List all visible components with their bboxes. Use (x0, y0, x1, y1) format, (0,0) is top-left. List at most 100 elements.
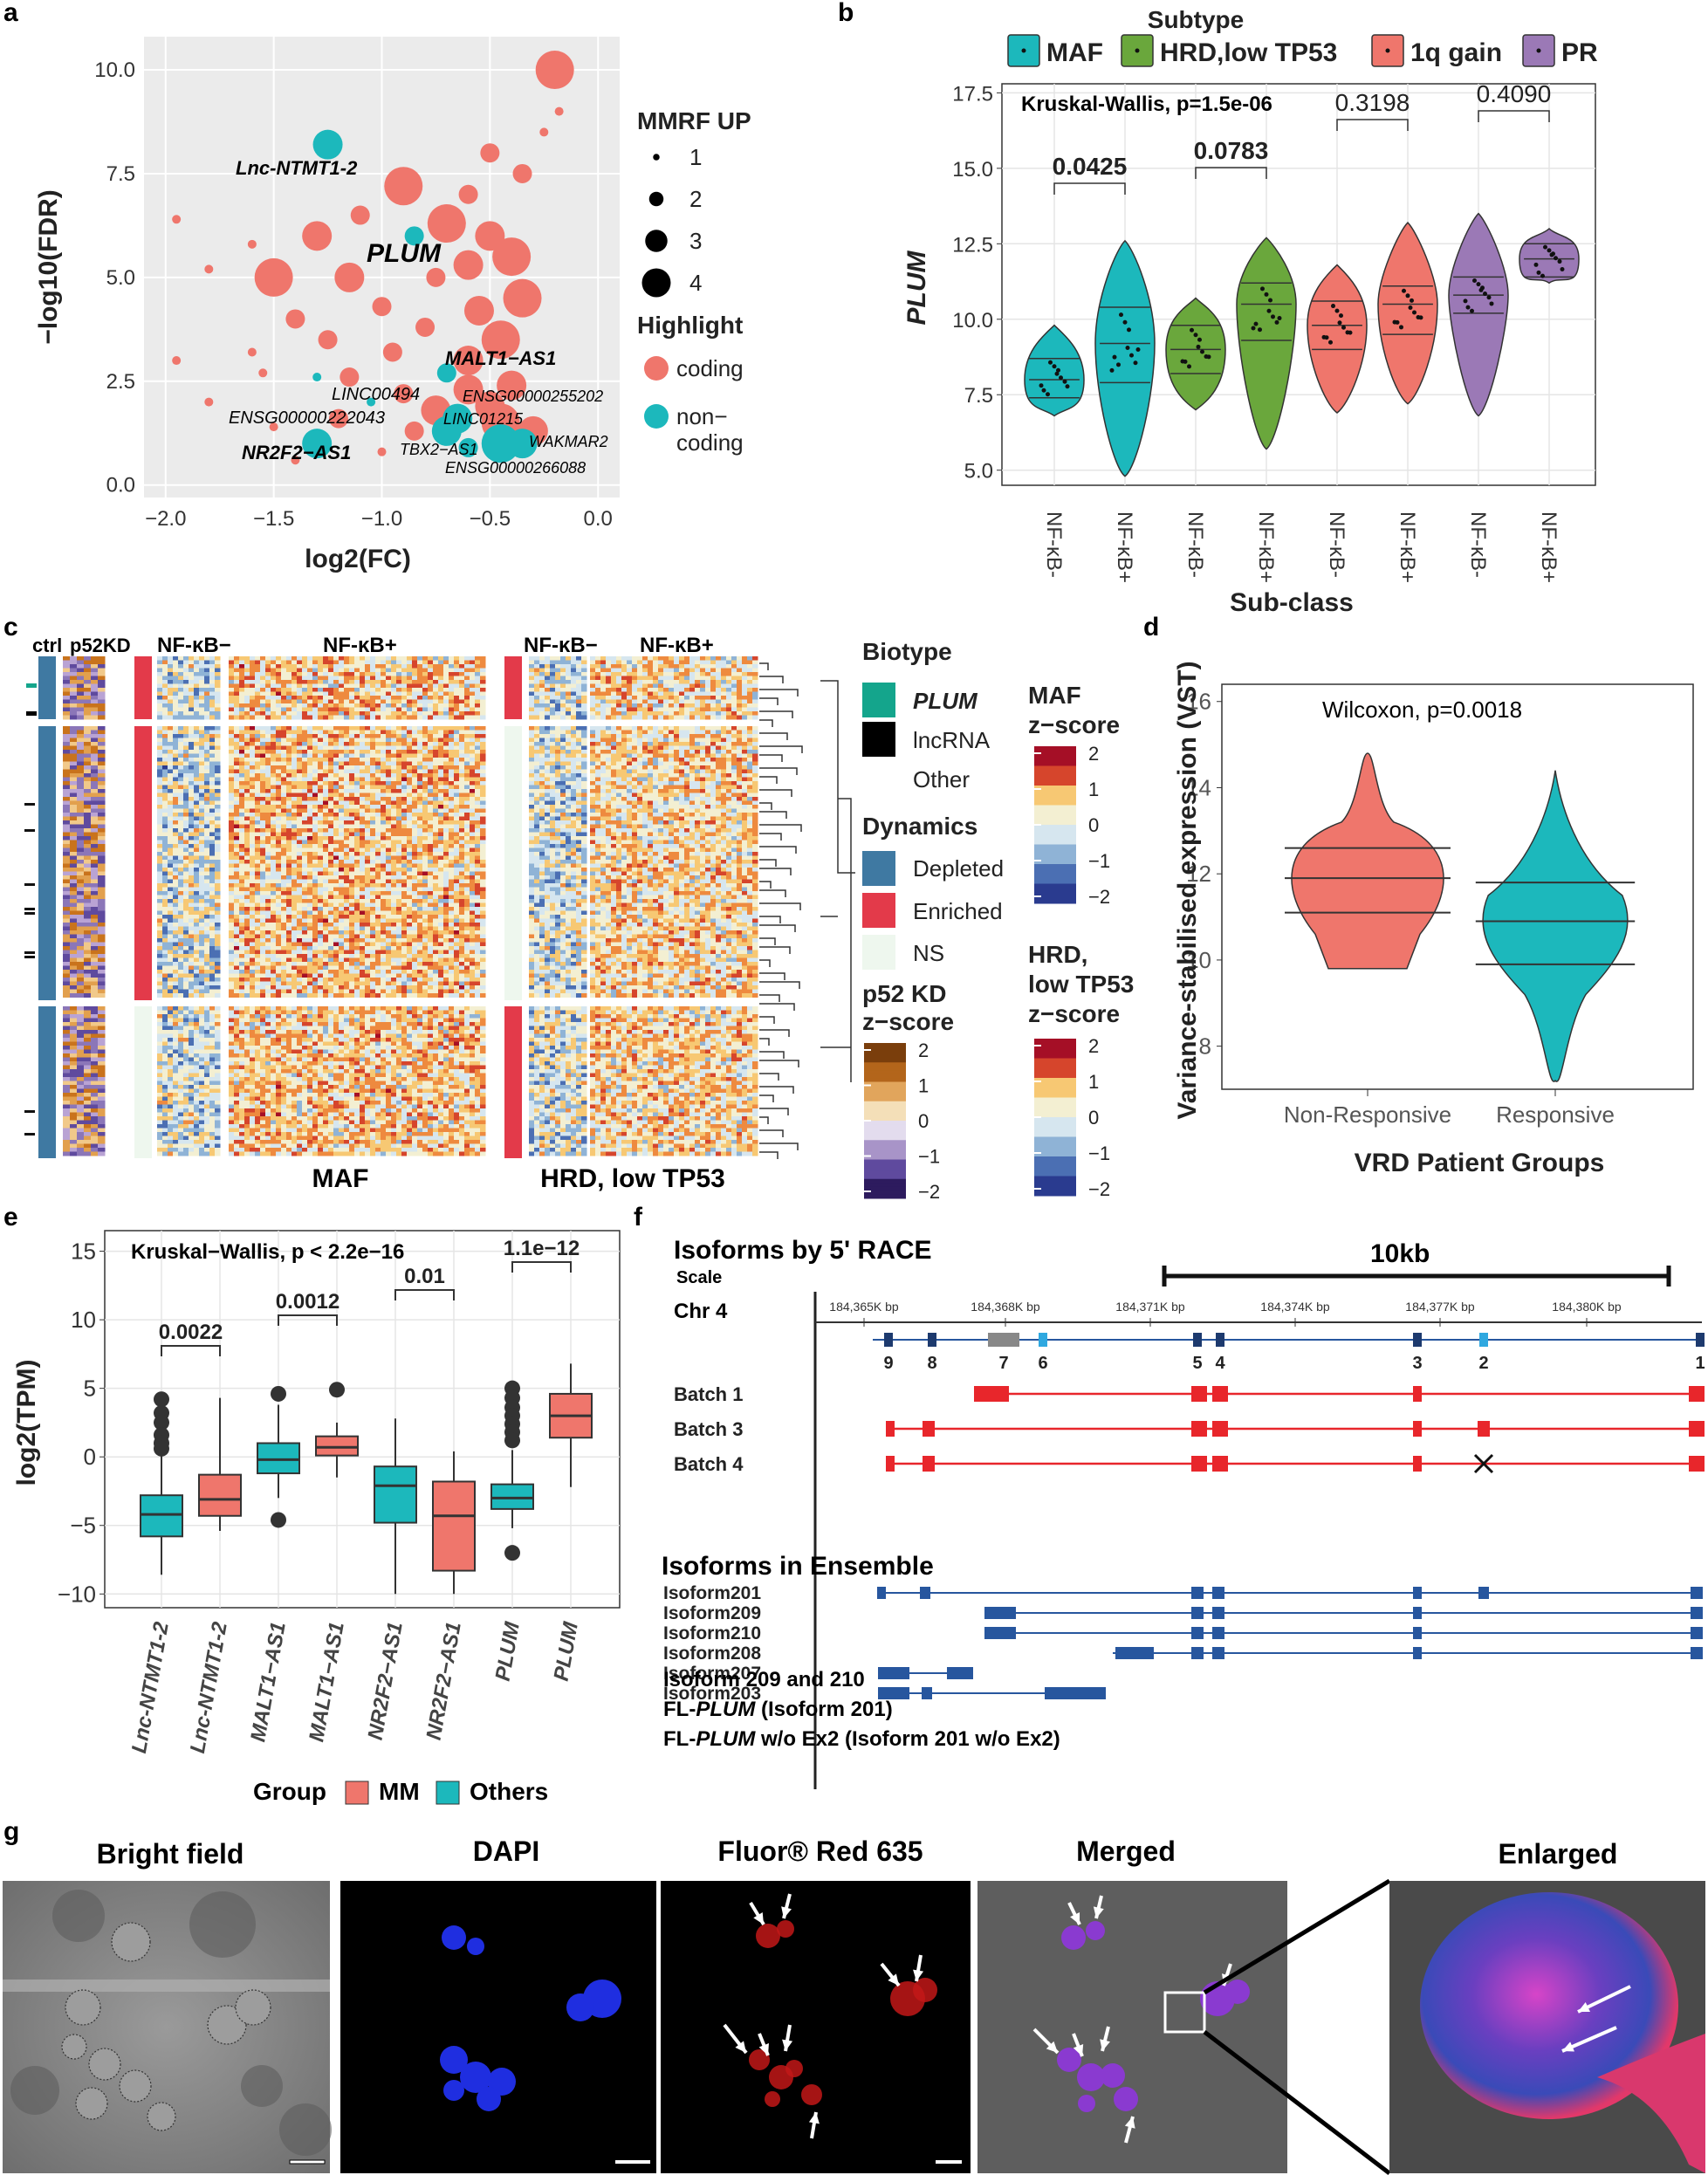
heatmap-cell (669, 656, 675, 661)
heatmap-cell (391, 753, 397, 758)
heatmap-cell (204, 950, 210, 955)
heatmap-cell (475, 777, 481, 782)
heatmap-cell (312, 707, 319, 712)
heatmap-cell (199, 691, 205, 696)
b-point (1483, 292, 1487, 297)
heatmap-cell (454, 703, 460, 708)
p52kd-cell (91, 683, 99, 689)
heatmap-cell (663, 696, 669, 700)
b-legend-label: 1q gain (1410, 38, 1502, 67)
heatmap-cell (157, 750, 163, 754)
heatmap-cell (286, 868, 292, 872)
heatmap-cell (731, 711, 737, 716)
heatmap-cell (581, 680, 587, 684)
heatmap-cell (566, 680, 572, 684)
heatmap-cell (292, 750, 298, 754)
heatmap-cell (250, 734, 256, 738)
heatmap-cell (339, 765, 345, 770)
heatmap-cell (459, 711, 465, 716)
a-xtick: −0.5 (470, 507, 511, 531)
heatmap-cell (422, 868, 429, 872)
heatmap-cell (292, 676, 298, 681)
heatmap-cell (375, 738, 381, 743)
heatmap-cell (318, 887, 324, 892)
heatmap-cell (244, 820, 250, 825)
heatmap-cell (360, 672, 366, 676)
heatmap-cell (401, 683, 408, 689)
heatmap-cell (396, 793, 402, 798)
heatmap-cell (250, 824, 256, 829)
heatmap-cell (162, 672, 168, 676)
heatmap-cell (669, 696, 675, 700)
heatmap-cell (475, 844, 481, 848)
heatmap-cell (189, 910, 195, 916)
heatmap-cell (354, 715, 360, 720)
heatmap-cell (391, 777, 397, 782)
heatmap-cell (545, 688, 551, 692)
heatmap-cell (637, 680, 643, 684)
heatmap-cell (297, 691, 303, 696)
heatmap-cell (307, 750, 313, 754)
heatmap-cell (183, 871, 189, 876)
heatmap-cell (648, 711, 654, 716)
heatmap-cell (302, 868, 308, 872)
heatmap-cell (244, 805, 250, 809)
heatmap-cell (239, 715, 245, 720)
heatmap-cell (360, 820, 366, 825)
heatmap-cell (168, 656, 174, 661)
heatmap-cell (454, 745, 460, 751)
heatmap-cell (454, 860, 460, 864)
heatmap-cell (449, 855, 455, 861)
heatmap-cell (731, 668, 737, 673)
heatmap-cell (391, 676, 397, 681)
heatmap-cell (199, 887, 205, 892)
b-point (1125, 345, 1130, 350)
heatmap-cell (318, 863, 324, 868)
heatmap-cell (162, 847, 168, 853)
heatmap-cell (360, 668, 366, 673)
heatmap-cell (349, 715, 355, 720)
heatmap-cell (286, 820, 292, 825)
heatmap-cell (276, 805, 282, 809)
heatmap-cell (323, 726, 329, 731)
label-lnc-ntmt1-2: Lnc-NTMT1-2 (236, 157, 358, 179)
heatmap-cell (464, 840, 470, 845)
heatmap-cell (333, 852, 340, 856)
heatmap-cell (328, 656, 334, 661)
heatmap-cell (194, 978, 200, 982)
heatmap-cell (464, 797, 470, 801)
heatmap-cell (286, 777, 292, 782)
heatmap-cell (396, 707, 402, 712)
heatmap-cell (265, 800, 271, 806)
heatmap-cell (566, 715, 572, 720)
heatmap-cell (194, 773, 200, 778)
heatmap-cell (433, 785, 439, 790)
heatmap-cell (178, 899, 184, 903)
heatmap-cell (407, 836, 413, 841)
p52kd-cell (77, 715, 85, 720)
heatmap-cell (417, 711, 423, 716)
heatmap-cell (354, 683, 360, 689)
heatmap-cell (396, 836, 402, 841)
heatmap-cell (386, 676, 392, 681)
heatmap-cell (381, 793, 387, 798)
heatmap-cell (189, 973, 195, 978)
heatmap-cell (449, 688, 455, 692)
heatmap-cell (396, 879, 402, 884)
heatmap-cell (168, 730, 174, 735)
heatmap-cell (333, 664, 340, 669)
heatmap-cell (244, 824, 250, 829)
heatmap-cell (375, 879, 381, 884)
heatmap-cell (381, 680, 387, 684)
heatmap-cell (307, 871, 313, 876)
heatmap-cell (328, 664, 334, 669)
heatmap-cell (464, 753, 470, 758)
heatmap-cell (360, 715, 366, 720)
heatmap-cell (731, 660, 737, 665)
heatmap-cell (297, 813, 303, 817)
heatmap-cell (470, 847, 476, 853)
heatmap-cell (199, 738, 205, 743)
heatmap-cell (199, 765, 205, 770)
heatmap-cell (168, 726, 174, 731)
heatmap-cell (244, 664, 250, 669)
